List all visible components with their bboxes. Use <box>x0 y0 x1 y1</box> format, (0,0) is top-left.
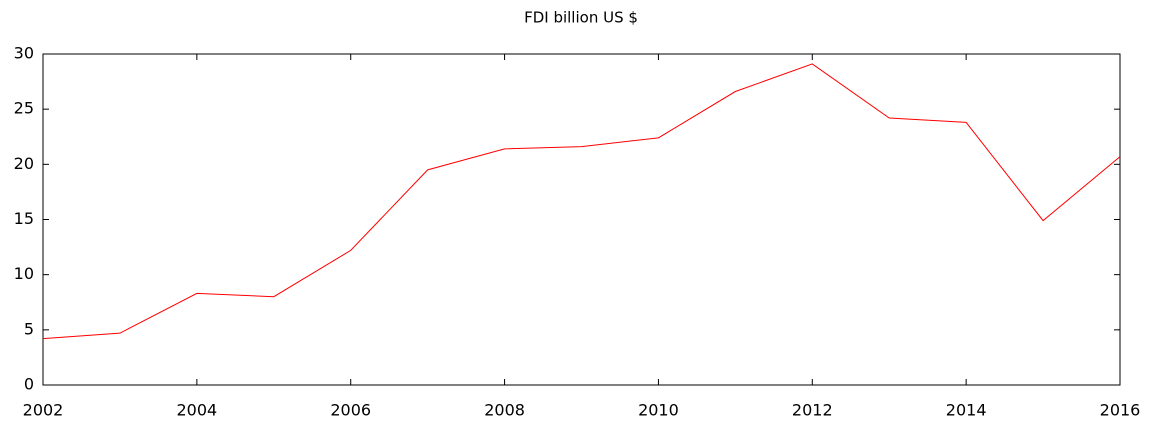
y-tick-label: 5 <box>24 319 34 338</box>
x-tick-label: 2004 <box>176 401 217 420</box>
y-tick-label: 25 <box>14 99 34 118</box>
y-tick-label: 0 <box>24 375 34 394</box>
y-tick-label: 10 <box>14 264 34 283</box>
y-tick-label: 15 <box>14 209 34 228</box>
x-tick-label: 2010 <box>638 401 679 420</box>
x-tick-label: 2008 <box>484 401 525 420</box>
x-tick-label: 2002 <box>23 401 64 420</box>
plot-border <box>42 53 1121 386</box>
x-tick-label: 2016 <box>1100 401 1141 420</box>
x-tick-label: 2006 <box>330 401 371 420</box>
chart-title: FDI billion US $ <box>524 9 638 27</box>
x-tick-label: 2014 <box>946 401 987 420</box>
y-tick-label: 20 <box>14 154 34 173</box>
y-tick-label: 30 <box>14 44 34 63</box>
x-tick-label: 2012 <box>792 401 833 420</box>
data-line <box>42 63 1121 340</box>
